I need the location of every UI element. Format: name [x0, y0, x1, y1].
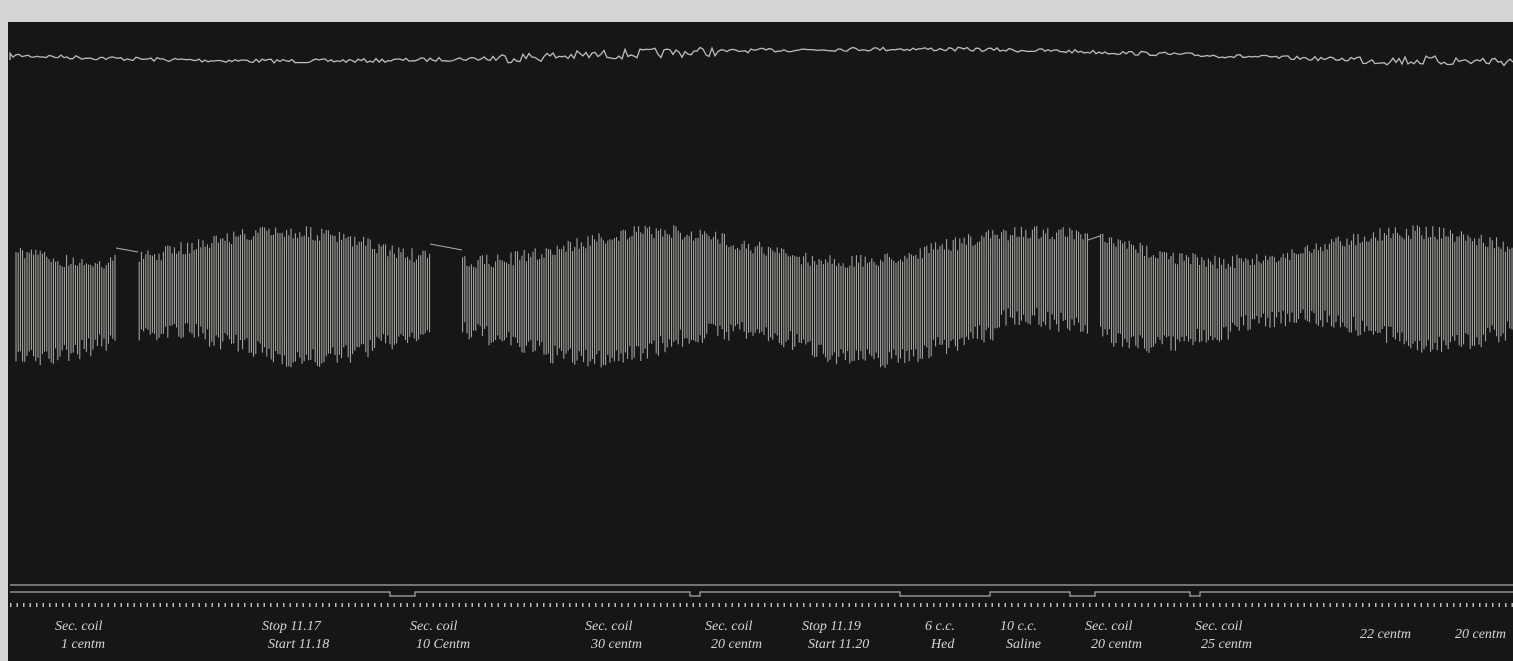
annotation-line: Sec. coil — [410, 619, 458, 634]
annotation-line: Saline — [1006, 637, 1041, 652]
annotation-line: 20 centm — [711, 637, 762, 652]
annotation-line: Start 11.20 — [808, 637, 869, 652]
annotation-line: Sec. coil — [585, 619, 633, 634]
annotation-line: 30 centm — [590, 637, 642, 652]
annotation-line: 6 c.c. — [925, 619, 955, 634]
kymograph-photo: Sec. coil 1 centm Stop 11.17 Start 11.18 Sec… — [0, 0, 1513, 661]
annotation-line: 20 centm — [1455, 627, 1506, 642]
annotation-line: 10 Centm — [416, 637, 470, 652]
annotation-line: 22 centm — [1360, 627, 1411, 642]
annotation-line: Sec. coil — [1085, 619, 1133, 634]
annotation-line: Hed — [930, 637, 955, 652]
annotation-line: 1 centm — [61, 637, 105, 652]
annotation-line: 20 centm — [1091, 637, 1142, 652]
annotation-line: 25 centm — [1201, 637, 1252, 652]
annotation-line: Stop 11.17 — [262, 619, 322, 634]
annotation-line: Start 11.18 — [268, 637, 329, 652]
annotation-line: 10 c.c. — [1000, 619, 1037, 634]
annotation-line: Sec. coil — [1195, 619, 1243, 634]
annotation-line: Sec. coil — [705, 619, 753, 634]
annotation-line: Sec. coil — [55, 619, 103, 634]
annotation-line: Stop 11.19 — [802, 619, 861, 634]
